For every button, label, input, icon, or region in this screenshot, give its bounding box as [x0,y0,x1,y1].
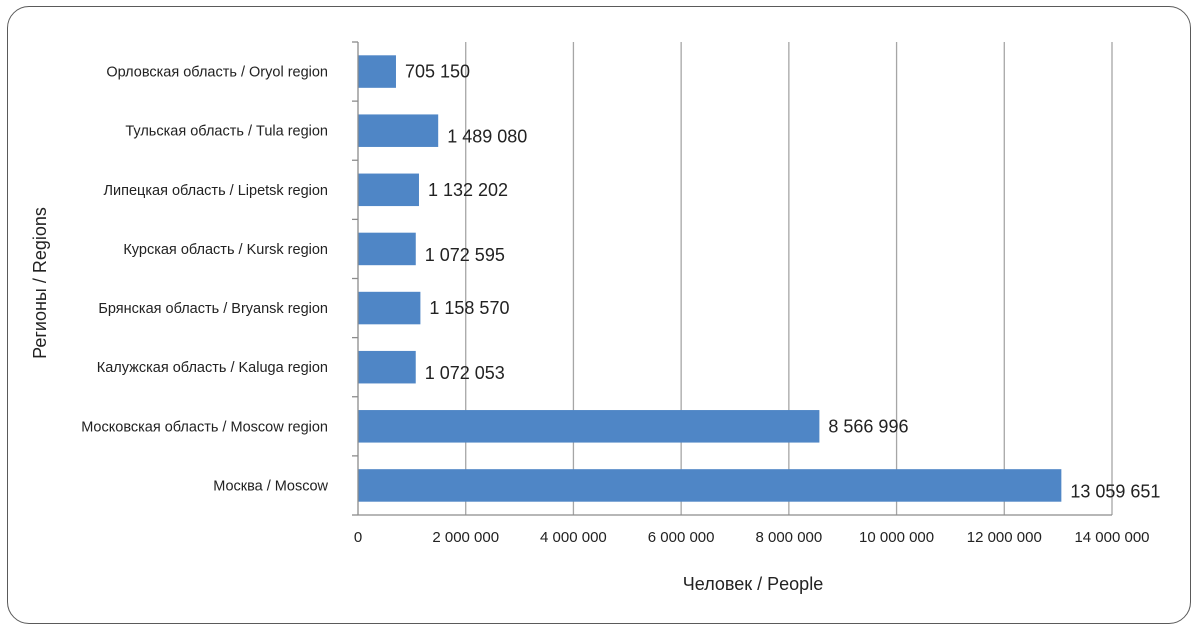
category-label: Тульская область / Tula region [125,124,328,140]
chart-frame [7,6,1191,624]
bar [358,350,416,384]
bar [358,291,421,325]
x-tick-label: 12 000 000 [967,529,1042,546]
category-labels: Орловская область / Oryol region Тульская… [81,65,328,495]
data-label: 1 489 080 [447,127,527,147]
category-label: Курская область / Kursk region [123,242,328,258]
x-tick-label: 6 000 000 [648,529,715,546]
x-tick-label: 0 [354,529,362,546]
data-label: 1 072 053 [425,363,505,383]
category-label: Москва / Moscow [213,478,328,494]
data-label: 8 566 996 [828,416,908,436]
x-tick-label: 14 000 000 [1074,529,1149,546]
bar [358,469,1062,502]
data-label: 705 150 [405,62,470,82]
axes [352,41,1112,516]
bar [358,55,396,88]
bar [358,173,419,207]
y-axis-title: Регионы / Regions [30,207,50,359]
x-tick-label: 10 000 000 [859,529,934,546]
data-label: 1 072 595 [425,245,505,265]
data-labels: 705 150 1 489 080 1 132 202 1 072 595 1 158 … [405,62,1160,502]
data-label: 1 132 202 [428,180,508,200]
x-tick-label: 2 000 000 [432,529,499,546]
bar [358,410,820,443]
bar [358,114,439,147]
bars [358,55,1062,502]
data-label: 13 059 651 [1070,481,1160,501]
data-label: 1 158 570 [429,298,509,318]
x-axis-title: Человек / People [683,574,823,594]
category-label: Брянская область / Bryansk region [98,301,328,317]
x-tick-label: 4 000 000 [540,529,607,546]
category-label: Московская область / Moscow region [81,419,328,435]
category-label: Калужская область / Kaluga region [97,360,328,376]
x-tick-label: 8 000 000 [755,529,822,546]
x-tick-labels: 0 2 000 000 4 000 000 6 000 000 8 000 000 10 … [354,529,1150,546]
category-label: Орловская область / Oryol region [106,65,328,81]
gridlines [465,42,1113,515]
bar [358,232,416,266]
category-label: Липецкая область / Lipetsk region [104,183,329,199]
